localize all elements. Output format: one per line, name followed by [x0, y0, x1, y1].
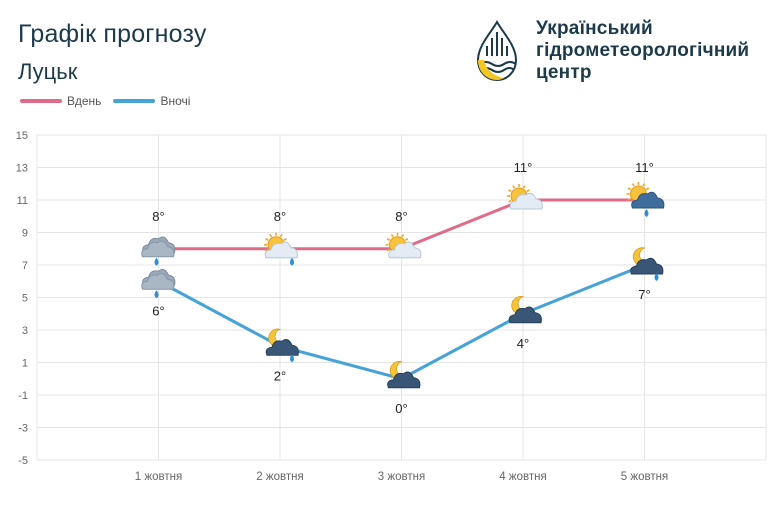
- rain-drop: [644, 209, 649, 217]
- sun-ray: [390, 233, 394, 238]
- day-weather-icon: [385, 232, 422, 259]
- y-tick-label: -1: [18, 390, 28, 402]
- chart-legend: Вдень Вночі: [20, 94, 202, 108]
- cloud-shape: [141, 240, 175, 258]
- day-temp-label: 11°: [514, 160, 533, 175]
- cloud-shape: [141, 272, 175, 290]
- y-tick-label: 9: [22, 228, 28, 240]
- day-weather-icon: [626, 182, 665, 217]
- org-name-line-2: гідрометеорологічний: [536, 40, 750, 61]
- sun-ray: [627, 187, 632, 191]
- cloud-shape: [387, 371, 421, 389]
- x-tick-label: 3 жовтня: [378, 471, 425, 483]
- sun-ray: [508, 199, 512, 203]
- y-tick-label: -5: [18, 455, 28, 467]
- org-name-line-3: центр: [536, 62, 592, 83]
- x-tick-label: 4 жовтня: [499, 471, 546, 483]
- sun-ray: [642, 183, 646, 187]
- sun-ray: [404, 238, 409, 241]
- legend-night-label: Вночі: [160, 94, 191, 108]
- sun-ray: [512, 185, 516, 189]
- sun-ray: [645, 187, 650, 191]
- day-weather-icon: [507, 184, 543, 210]
- y-tick-label: 5: [22, 293, 28, 305]
- y-tick-label: 1: [22, 358, 28, 370]
- y-tick-label: 3: [22, 325, 28, 337]
- legend-item-day[interactable]: Вдень: [20, 94, 101, 108]
- organization-block: Український гідрометеорологічний центр: [474, 18, 749, 88]
- rain-drop: [290, 257, 294, 266]
- day-temp-label: 8°: [152, 209, 164, 224]
- org-name-line-1: Український: [536, 18, 653, 39]
- x-tick-label: 1 жовтня: [135, 471, 182, 483]
- y-tick-label: 7: [22, 260, 28, 272]
- cloud-shape: [630, 257, 664, 275]
- sun-ray: [265, 238, 269, 241]
- cloud-shape: [509, 192, 543, 210]
- rain-drop: [654, 273, 659, 281]
- cloud-shape: [388, 241, 422, 259]
- night-temp-label: 7°: [638, 287, 650, 302]
- day-weather-icon: [141, 236, 176, 266]
- city-name: Луцьк: [18, 59, 78, 84]
- y-tick-label: 15: [16, 130, 28, 142]
- rain-drop: [154, 257, 159, 266]
- sun-ray: [279, 233, 283, 238]
- night-weather-icon: [265, 328, 299, 363]
- x-tick-label: 2 жовтня: [256, 471, 303, 483]
- legend-night-swatch: [113, 99, 156, 103]
- rain-drop: [154, 290, 159, 299]
- legend-day-swatch: [20, 99, 62, 103]
- y-tick-label: 11: [17, 195, 28, 207]
- water-drop-logo-icon: [476, 20, 518, 82]
- grid-lines: 15 13 11 9 7 5 3 1 -1 -3 -5: [16, 130, 767, 467]
- sun-ray: [522, 185, 526, 189]
- y-tick-label: 13: [16, 163, 28, 175]
- sun-ray: [508, 189, 512, 193]
- legend-day-label: Вдень: [67, 94, 102, 108]
- cloud-shape: [265, 338, 299, 356]
- organization-name: Український гідрометеорологічний центр: [536, 18, 749, 84]
- night-weather-icon: [630, 247, 664, 281]
- sun-ray: [386, 238, 391, 241]
- y-tick-label: -3: [18, 423, 28, 435]
- sun-ray: [627, 197, 632, 201]
- day-temp-label: 8°: [274, 209, 286, 224]
- x-tick-label: 5 жовтня: [621, 471, 668, 483]
- night-temp-label: 4°: [517, 336, 529, 351]
- sun-ray: [526, 189, 530, 193]
- night-temp-label: 6°: [152, 303, 164, 318]
- day-temp-label: 8°: [395, 209, 407, 224]
- sun-ray: [283, 238, 287, 241]
- legend-item-night[interactable]: Вночі: [113, 94, 190, 108]
- rain-drop: [290, 354, 294, 363]
- night-temp-label: 0°: [395, 401, 407, 416]
- cloud-shape: [508, 306, 542, 324]
- sun-ray: [269, 233, 273, 238]
- night-weather-icon: [508, 296, 542, 324]
- sun-ray: [401, 233, 405, 238]
- night-temp-label: 2°: [274, 368, 286, 383]
- night-weather-icon: [387, 361, 421, 389]
- night-weather-icon: [141, 268, 176, 299]
- day-temp-label: 11°: [635, 160, 654, 175]
- day-weather-icon: [264, 232, 298, 266]
- chart-title: Графік прогнозу: [18, 20, 207, 48]
- cloud-shape: [264, 241, 298, 259]
- sun-ray: [265, 248, 269, 252]
- cloud-shape: [631, 191, 665, 209]
- sun-ray: [386, 248, 391, 252]
- sun-ray: [631, 183, 635, 187]
